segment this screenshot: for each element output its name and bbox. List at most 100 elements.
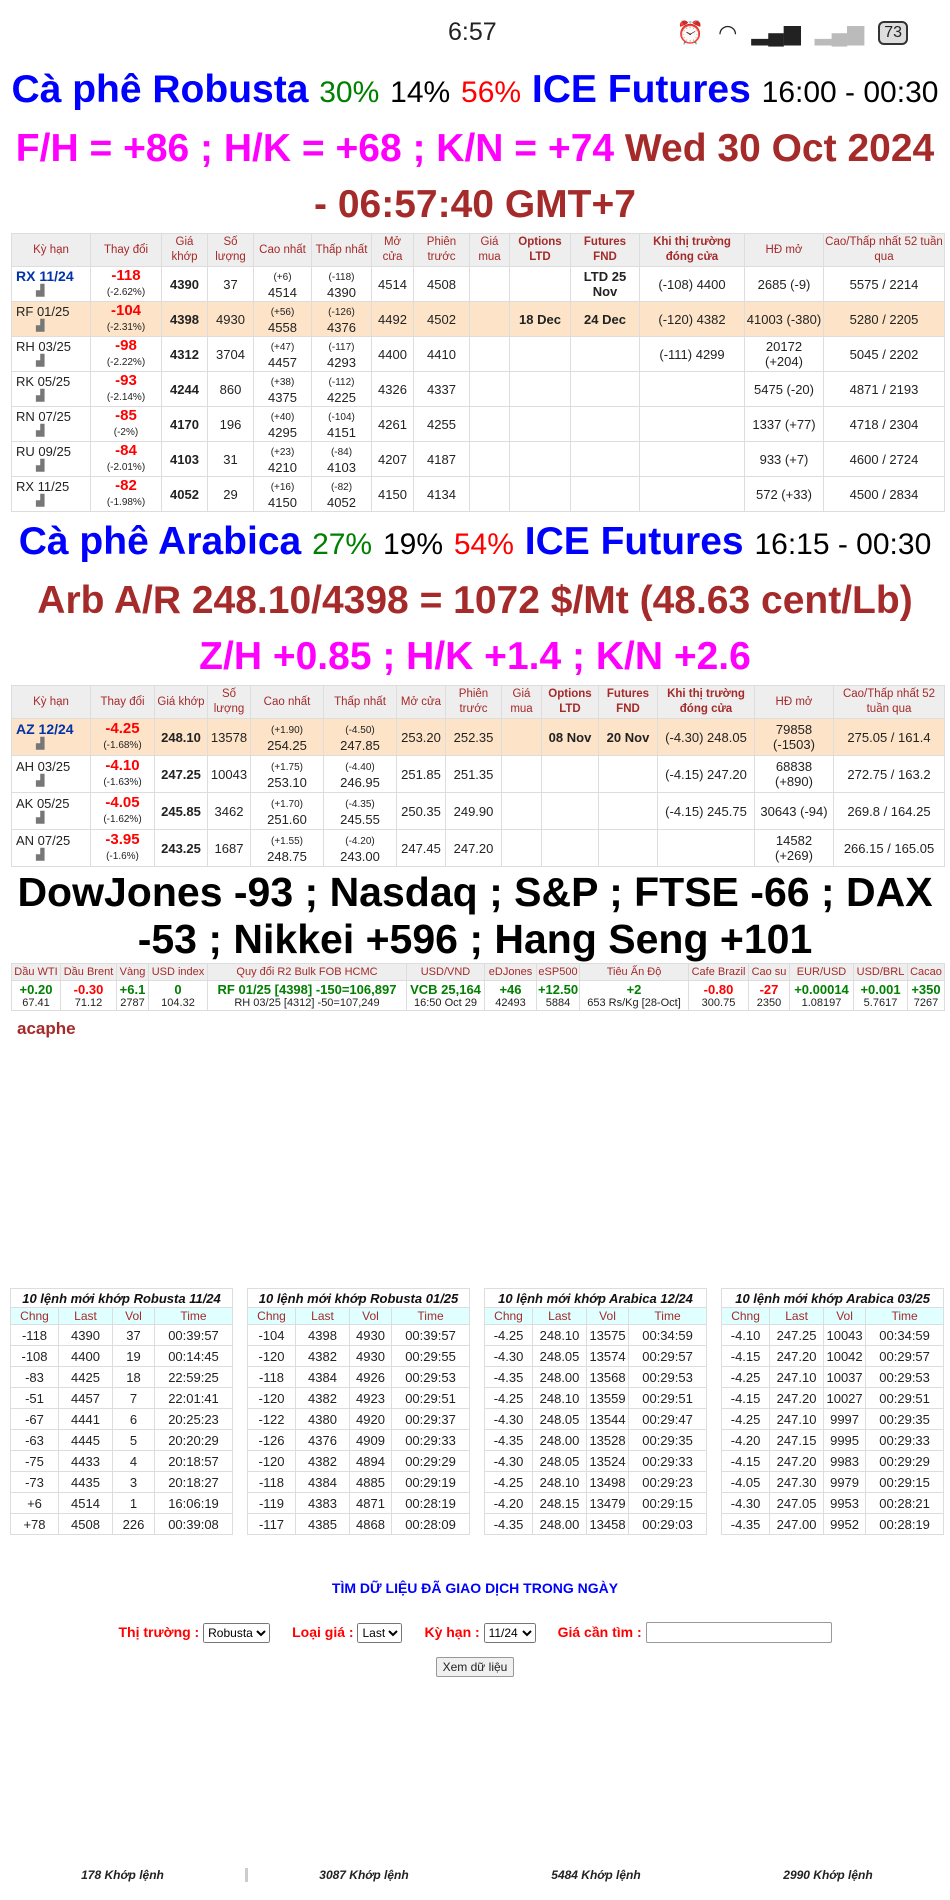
trade-cell: 4425 [58, 1366, 113, 1388]
options-ltd [509, 336, 571, 372]
trade-cell: 4868 [349, 1513, 392, 1535]
contract-link[interactable]: RX 11/24 [16, 268, 74, 284]
contract-row[interactable]: RU 09/25 ▟ -84 (-2.01%) 4103 31 (+23) 4210 … [11, 441, 945, 477]
trade-row: -4.25 247.10 9997 00:29:35 [721, 1408, 945, 1430]
trade-cell: 00:29:23 [628, 1471, 708, 1493]
price-type-select[interactable]: Last [357, 1622, 403, 1643]
open-interest: 1337 (+77) [744, 406, 824, 442]
price-input[interactable] [645, 1622, 832, 1643]
trade-row: -4.35 248.00 13458 00:29:03 [484, 1513, 708, 1535]
market-header: USD/BRL [853, 963, 908, 981]
open-interest: 41003 (-380) [744, 301, 824, 337]
trade-cell: 4382 [295, 1450, 350, 1472]
high: 4295 [268, 425, 297, 440]
open: 4492 [371, 301, 414, 337]
options-ltd [541, 792, 599, 830]
contract-link[interactable]: RF 01/25 [16, 304, 70, 319]
prev: 249.90 [445, 792, 502, 830]
contract-row[interactable]: AZ 12/24 ▟ -4.25 (-1.68%) 248.10 13578 (+1… [11, 718, 945, 756]
contract-row[interactable]: RK 05/25 ▟ -93 (-2.14%) 4244 860 (+38) 4375… [11, 371, 945, 407]
view-data-button[interactable]: Xem dữ liệu [435, 1657, 515, 1677]
column-header: Futures FND [598, 685, 658, 719]
chart-icon[interactable]: ▟ [36, 849, 45, 861]
trade-count: 3087 Khớp lệnh [319, 1868, 409, 1882]
open-interest: 5475 (-20) [744, 371, 824, 407]
trade-cell: -83 [10, 1366, 59, 1388]
market-change: +6.1 [119, 982, 146, 997]
trade-cell: -118 [10, 1324, 59, 1346]
trade-cell: 9983 [823, 1450, 867, 1472]
contract-row[interactable]: AN 07/25 ▟ -3.95 (-1.6%) 243.25 1687 (+1.5… [11, 829, 945, 867]
trades-column-header: Chng [484, 1307, 534, 1325]
trade-cell: 4384 [295, 1471, 350, 1493]
trade-cell: 4894 [349, 1450, 392, 1472]
column-header: Mở cửa [371, 233, 414, 267]
contract-row[interactable]: RX 11/24 ▟ -118 (-2.62%) 4390 37 (+6) 4514 … [11, 266, 945, 302]
contract-link[interactable]: AK 05/25 [16, 796, 70, 811]
chart-icon[interactable]: ▟ [36, 738, 45, 750]
contract-row[interactable]: AH 03/25 ▟ -4.10 (-1.63%) 247.25 10043 (+1… [11, 755, 945, 793]
volume: 1687 [207, 829, 251, 867]
price-type-label: Loại giá : [292, 1623, 354, 1640]
contract-row[interactable]: AK 05/25 ▟ -4.05 (-1.62%) 245.85 3462 (+1.… [11, 792, 945, 830]
arabica-name: Cà phê Arabica [18, 520, 302, 563]
chart-icon[interactable]: ▟ [36, 390, 45, 402]
contract-row[interactable]: RN 07/25 ▟ -85 (-2%) 4170 196 (+40) 4295 (-… [11, 406, 945, 442]
trade-cell: 4382 [295, 1387, 350, 1409]
close: (-4.15) 247.20 [657, 755, 755, 793]
options-ltd [509, 441, 571, 477]
market-change: -27 [759, 982, 779, 997]
trade-cell: 00:29:51 [628, 1387, 708, 1409]
trade-cell: -104 [247, 1324, 296, 1346]
contract-link[interactable]: AZ 12/24 [16, 721, 74, 737]
contract-row[interactable]: RF 01/25 ▟ -104 (-2.31%) 4398 4930 (+56) 45… [11, 301, 945, 337]
market-value: 2350 [756, 997, 782, 1009]
contract-link[interactable]: AN 07/25 [16, 833, 71, 848]
bid [469, 266, 510, 302]
contract-link[interactable]: RN 07/25 [16, 409, 71, 424]
chart-icon[interactable]: ▟ [36, 355, 45, 367]
trade-cell: 248.00 [532, 1513, 588, 1535]
chart-icon[interactable]: ▟ [36, 460, 45, 472]
trading-hours: 16:00 - 00:30 [761, 76, 939, 109]
contract-link[interactable]: RK 05/25 [16, 374, 71, 389]
chart-icon[interactable]: ▟ [36, 320, 45, 332]
contract-link[interactable]: RU 09/25 [16, 444, 71, 459]
volume: 13578 [207, 718, 251, 756]
price: 4052 [161, 476, 208, 512]
trade-cell: 00:29:35 [865, 1408, 945, 1430]
trade-row: -63 4445 5 20:20:29 [10, 1429, 233, 1451]
open-interest: 30643 (-94) [754, 792, 834, 830]
volume: 196 [207, 406, 254, 442]
contract-link[interactable]: RH 03/25 [16, 339, 71, 354]
trade-cell: 37 [112, 1324, 155, 1346]
close [639, 406, 745, 442]
chart-icon[interactable]: ▟ [36, 812, 45, 824]
chart-icon[interactable]: ▟ [36, 425, 45, 437]
brand-label[interactable]: acaphe [17, 1019, 76, 1038]
market-select[interactable]: Robusta [203, 1622, 271, 1643]
trade-cell: 13498 [586, 1471, 630, 1493]
trade-cell: 00:29:33 [865, 1429, 945, 1451]
options-ltd [541, 829, 599, 867]
market-header: EUR/USD [789, 963, 854, 981]
price: 248.10 [154, 718, 208, 756]
market-header: Cacao [907, 963, 945, 981]
trade-cell: -108 [10, 1345, 59, 1367]
contract-link[interactable]: RX 11/25 [16, 479, 70, 494]
chart-icon[interactable]: ▟ [36, 285, 45, 297]
contract-link[interactable]: AH 03/25 [16, 759, 71, 774]
chart-icon[interactable]: ▟ [36, 495, 45, 507]
trade-cell: 247.00 [769, 1513, 825, 1535]
wifi-icon: ◠ [718, 20, 738, 45]
trade-cell: 00:39:08 [154, 1513, 233, 1535]
term-select[interactable]: 11/24 [483, 1622, 536, 1643]
chart-icon[interactable]: ▟ [36, 775, 45, 787]
trade-cell: 9979 [823, 1471, 867, 1493]
contract-row[interactable]: RX 11/25 ▟ -82 (-1.98%) 4052 29 (+16) 4150 … [11, 476, 945, 512]
arabica-title: Cà phê Arabica 27% 19% 54% ICE Futures 1… [0, 514, 950, 685]
column-header: Giá mua [501, 685, 542, 719]
bid [501, 718, 542, 756]
contract-row[interactable]: RH 03/25 ▟ -98 (-2.22%) 4312 3704 (+47) 445… [11, 336, 945, 372]
trade-row: -4.10 247.25 10043 00:34:59 [721, 1324, 945, 1346]
